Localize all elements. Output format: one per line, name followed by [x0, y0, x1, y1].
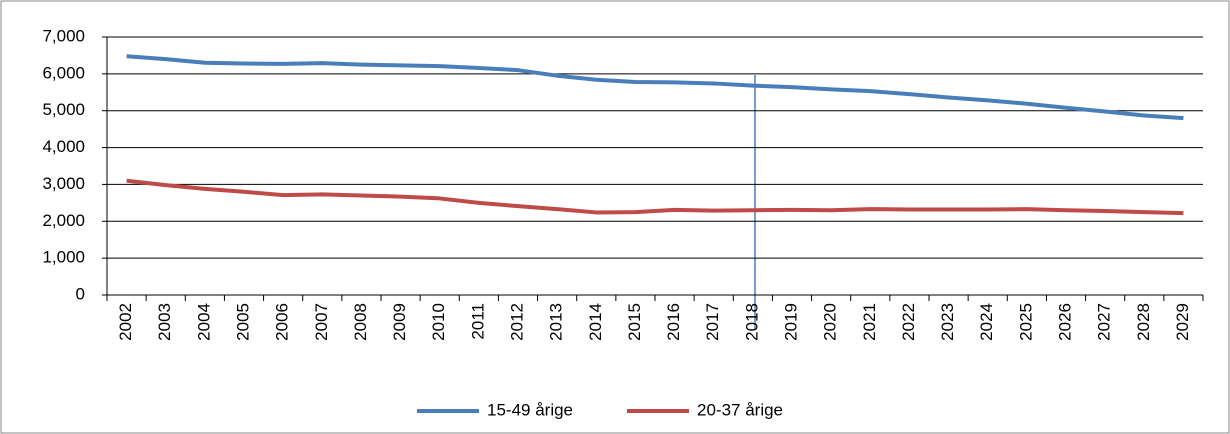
- x-tick-label: 2024: [977, 303, 996, 341]
- x-tick-label: 2016: [664, 303, 683, 341]
- x-tick-label: 2003: [155, 303, 174, 341]
- x-tick-label: 2022: [899, 303, 918, 341]
- x-tick-label: 2013: [547, 303, 566, 341]
- x-tick-label: 2012: [507, 303, 526, 341]
- x-tick-label: 2007: [312, 303, 331, 341]
- x-tick-label: 2019: [781, 303, 800, 341]
- series-line: [126, 178, 1184, 216]
- x-tick-label: 2009: [390, 303, 409, 341]
- x-tick-label: 2004: [194, 303, 213, 341]
- x-tick-label: 2020: [821, 303, 840, 341]
- y-tick-label: 3,000: [42, 174, 85, 193]
- x-tick-label: 2005: [233, 303, 252, 341]
- y-tick-label: 7,000: [42, 26, 85, 45]
- y-tick-label: 6,000: [42, 63, 85, 82]
- x-tick-label: 2006: [273, 303, 292, 341]
- x-tick-label: 2010: [429, 303, 448, 341]
- y-tick-label: 4,000: [42, 137, 85, 156]
- legend-label: 15-49 årige: [487, 400, 573, 419]
- x-tick-label: 2015: [625, 303, 644, 341]
- x-tick-label: 2021: [860, 303, 879, 341]
- x-tick-label: 2011: [468, 303, 487, 340]
- series-line: [126, 54, 1184, 121]
- x-tick-label: 2027: [1095, 303, 1114, 341]
- x-tick-label: 2018: [742, 303, 761, 341]
- x-tick-label: 2029: [1173, 303, 1192, 341]
- x-tick-label: 2026: [1055, 303, 1074, 341]
- y-tick-label: 5,000: [42, 100, 85, 119]
- x-tick-label: 2014: [586, 303, 605, 341]
- y-tick-label: 1,000: [42, 248, 85, 267]
- x-tick-label: 2023: [938, 303, 957, 341]
- y-tick-label: 2,000: [42, 211, 85, 230]
- x-tick-label: 2017: [703, 303, 722, 341]
- legend-label: 20-37 årige: [697, 400, 783, 419]
- x-tick-label: 2025: [1016, 303, 1035, 341]
- y-tick-label: 0: [76, 284, 85, 303]
- x-tick-label: 2008: [351, 303, 370, 341]
- x-tick-label: 2028: [1134, 303, 1153, 341]
- x-tick-label: 2002: [116, 303, 135, 341]
